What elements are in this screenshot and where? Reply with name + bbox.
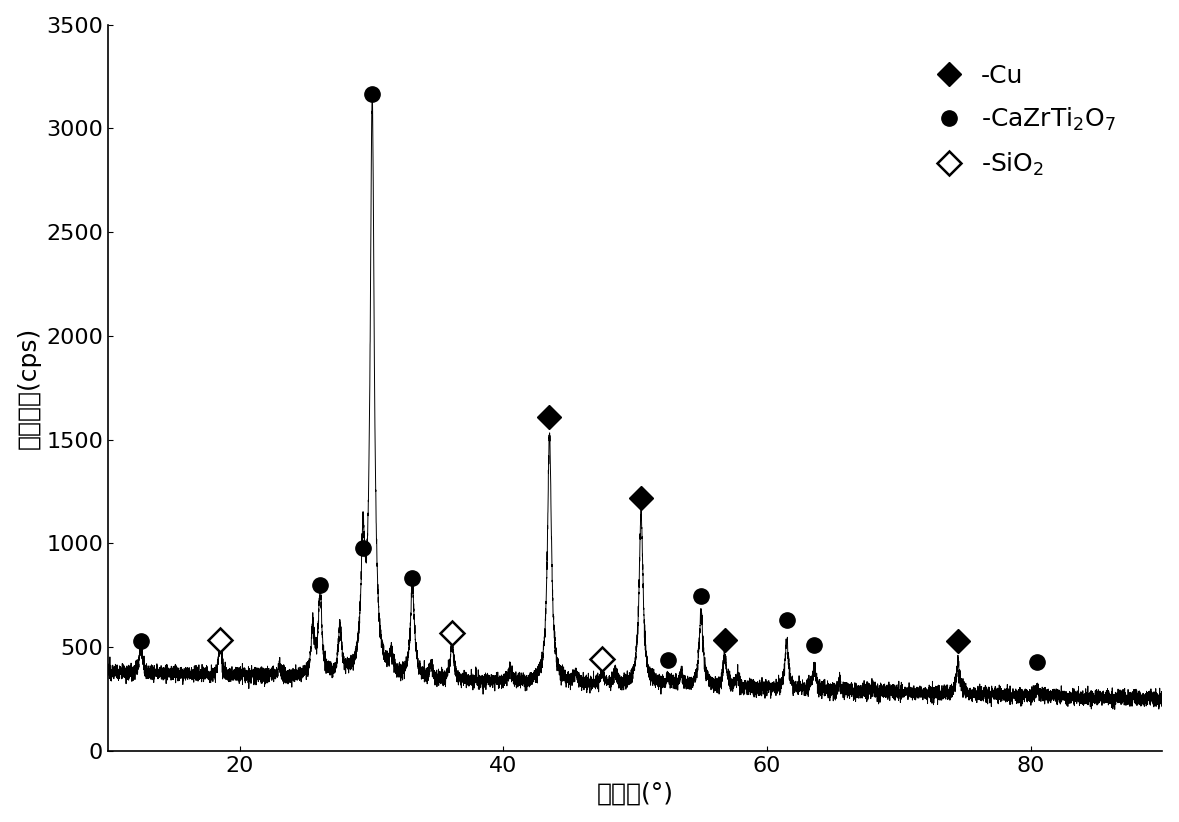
X-axis label: 衍射角(°): 衍射角(°) [597, 782, 673, 806]
Legend: -Cu, -CaZrTi$_2$O$_7$, -SiO$_2$: -Cu, -CaZrTi$_2$O$_7$, -SiO$_2$ [911, 52, 1128, 190]
Y-axis label: 衍射强度(cps): 衍射强度(cps) [17, 326, 40, 449]
